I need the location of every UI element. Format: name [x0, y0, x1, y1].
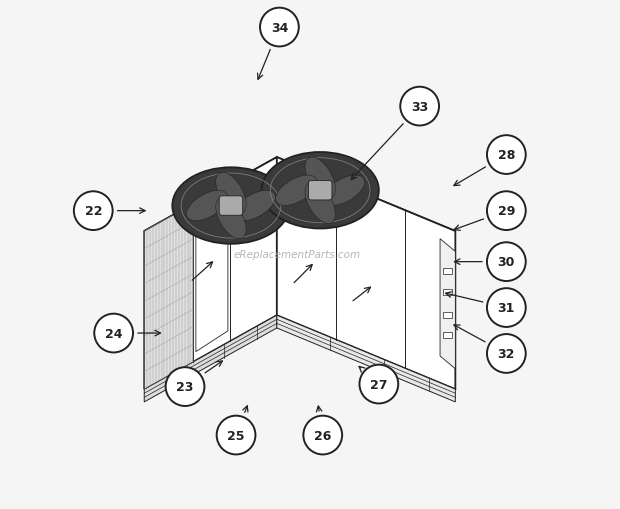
Circle shape: [94, 314, 133, 353]
Ellipse shape: [216, 198, 246, 239]
FancyBboxPatch shape: [309, 181, 332, 201]
Polygon shape: [144, 158, 455, 305]
Polygon shape: [144, 316, 277, 402]
Text: 26: 26: [314, 429, 332, 442]
Circle shape: [487, 289, 526, 327]
Text: 28: 28: [498, 149, 515, 162]
Text: 24: 24: [105, 327, 122, 340]
Bar: [443, 312, 452, 318]
Circle shape: [260, 9, 299, 47]
Circle shape: [487, 243, 526, 281]
Circle shape: [401, 88, 439, 126]
Circle shape: [487, 334, 526, 373]
Circle shape: [360, 365, 398, 404]
Circle shape: [166, 367, 205, 406]
Text: 33: 33: [411, 100, 428, 114]
Ellipse shape: [172, 168, 290, 244]
Ellipse shape: [216, 173, 246, 214]
Text: 30: 30: [498, 256, 515, 269]
Bar: [443, 332, 452, 338]
Circle shape: [303, 416, 342, 455]
Bar: [443, 269, 452, 275]
Circle shape: [216, 416, 255, 455]
Polygon shape: [440, 239, 455, 369]
Ellipse shape: [262, 153, 379, 229]
Bar: [443, 289, 452, 295]
Circle shape: [74, 192, 113, 231]
Polygon shape: [144, 204, 193, 389]
Ellipse shape: [305, 158, 335, 199]
Circle shape: [487, 192, 526, 231]
Polygon shape: [277, 316, 455, 402]
Text: 34: 34: [271, 21, 288, 35]
Polygon shape: [277, 158, 455, 389]
Text: 25: 25: [228, 429, 245, 442]
Text: 31: 31: [498, 301, 515, 315]
FancyBboxPatch shape: [219, 196, 242, 216]
Ellipse shape: [324, 176, 365, 206]
Ellipse shape: [305, 183, 335, 224]
Text: 29: 29: [498, 205, 515, 218]
Ellipse shape: [187, 191, 228, 221]
Circle shape: [487, 136, 526, 175]
Text: 32: 32: [498, 347, 515, 360]
Polygon shape: [196, 189, 228, 352]
Text: 22: 22: [84, 205, 102, 218]
Text: eReplacementParts.com: eReplacementParts.com: [234, 249, 361, 260]
Ellipse shape: [234, 191, 275, 221]
Text: 27: 27: [370, 378, 388, 391]
Text: 23: 23: [176, 380, 193, 393]
Polygon shape: [144, 158, 277, 389]
Ellipse shape: [276, 176, 317, 206]
